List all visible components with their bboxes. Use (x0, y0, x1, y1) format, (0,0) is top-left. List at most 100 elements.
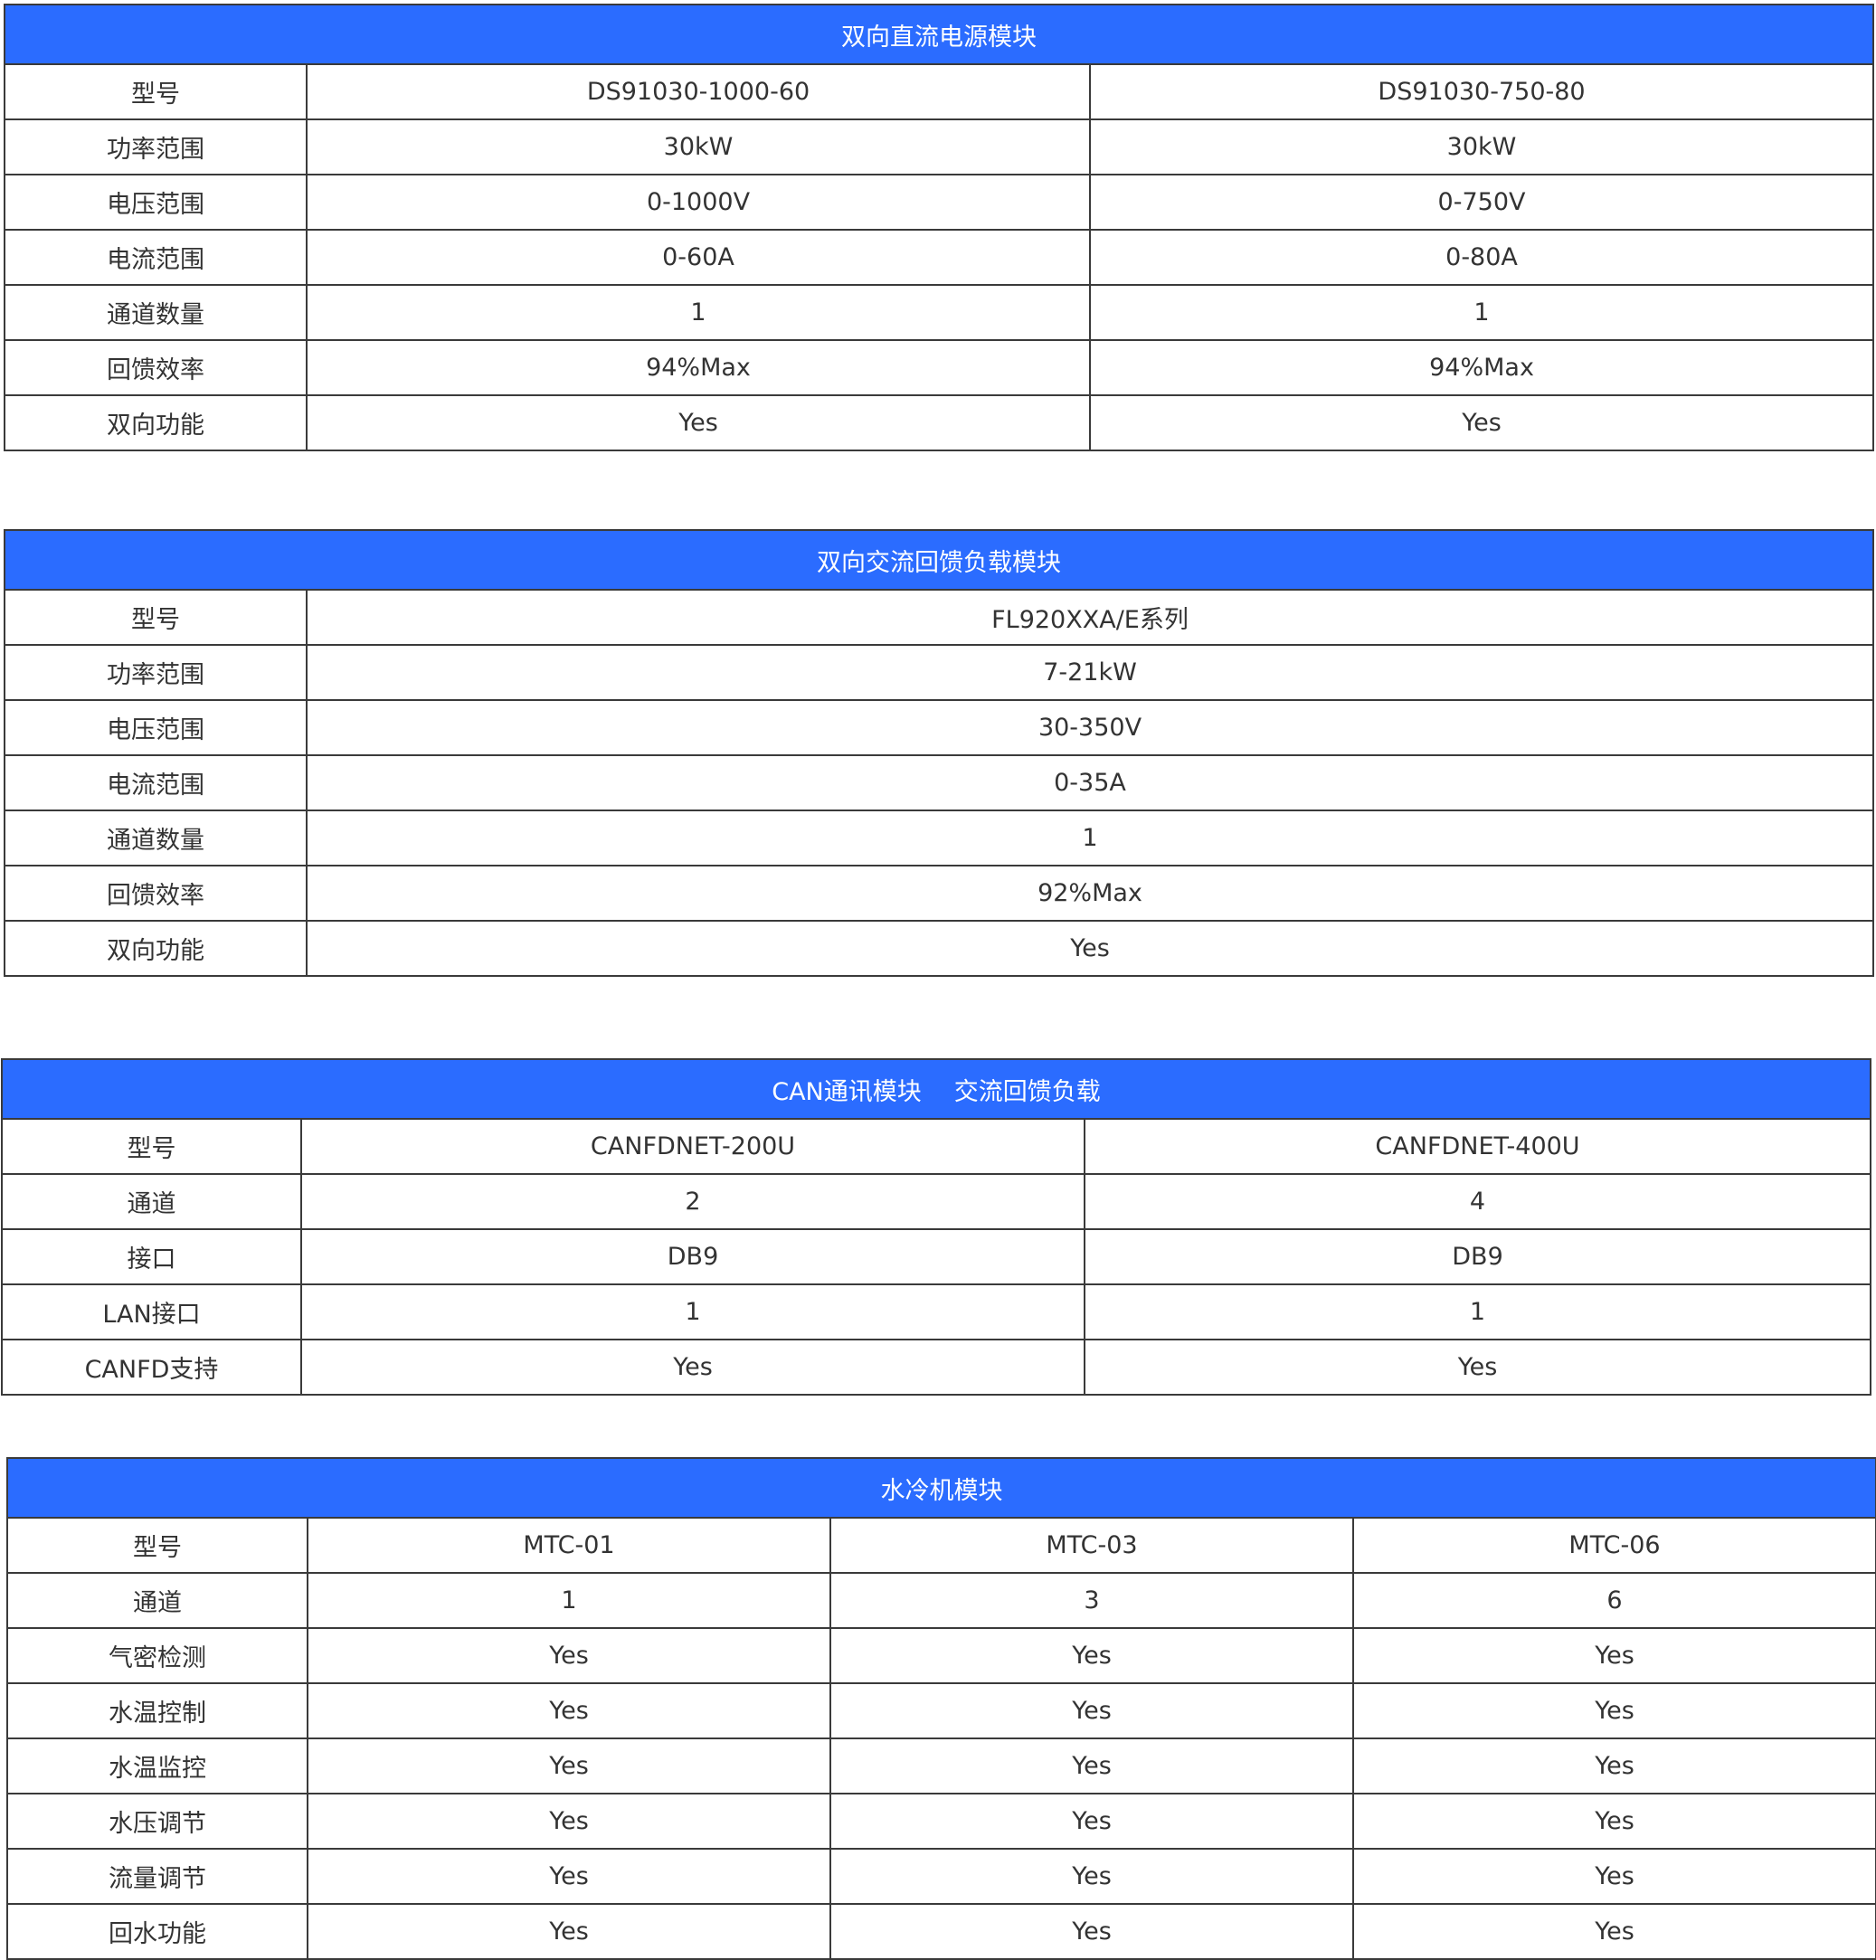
table-row: 电流范围 0-35A (4, 754, 1874, 811)
cell-value: Yes (300, 1339, 1085, 1396)
can-comm-module-table: CAN通讯模块 交流回馈负载 型号 CANFDNET-200U CANFDNET-400… (1, 1058, 1871, 1396)
table-header-row: 双向交流回馈负载模块 (4, 529, 1874, 591)
table-row: 流量调节 Yes Yes Yes (6, 1848, 1876, 1905)
table-row: 电压范围 0-1000V 0-750V (4, 174, 1875, 231)
table-title: 双向交流回馈负载模块 (4, 529, 1874, 591)
cell-value: MTC-01 (307, 1517, 831, 1574)
table-row: 电流范围 0-60A 0-80A (4, 229, 1875, 286)
cell-value: Yes (829, 1627, 1354, 1684)
cell-value: MTC-03 (829, 1517, 1354, 1574)
cell-value: 30-350V (306, 699, 1874, 756)
row-label: 双向功能 (4, 920, 308, 977)
table-row: 电压范围 30-350V (4, 699, 1874, 756)
table-row: 型号 FL920XXA/E系列 (4, 589, 1874, 646)
row-label: 电压范围 (4, 699, 308, 756)
cell-value: DS91030-1000-60 (306, 63, 1091, 120)
table-row: 回水功能 Yes Yes Yes (6, 1903, 1876, 1960)
row-label: 水温监控 (6, 1737, 308, 1794)
dc-power-module-table: 双向直流电源模块 型号 DS91030-1000-60 DS91030-750-80 功… (3, 4, 1875, 451)
cell-value: 4 (1084, 1173, 1871, 1230)
row-label: 电流范围 (4, 229, 308, 286)
row-label: 气密检测 (6, 1627, 308, 1684)
cell-value: DB9 (300, 1228, 1085, 1285)
cell-value: 3 (829, 1572, 1354, 1629)
cell-value: Yes (1352, 1793, 1876, 1850)
table-row: 水温控制 Yes Yes Yes (6, 1682, 1876, 1739)
cell-value: 94%Max (306, 339, 1091, 396)
row-label: 回馈效率 (4, 865, 308, 922)
cell-value: Yes (306, 394, 1091, 451)
table-row: 水压调节 Yes Yes Yes (6, 1793, 1876, 1850)
cell-value: Yes (1352, 1848, 1876, 1905)
table-row: 回馈效率 92%Max (4, 865, 1874, 922)
cell-value: Yes (1084, 1339, 1871, 1396)
cell-value: Yes (307, 1793, 831, 1850)
cell-value: 0-60A (306, 229, 1091, 286)
table-title-overlay-text: 交流回馈负载 (953, 1077, 1101, 1106)
row-label: 通道 (6, 1572, 308, 1629)
table-row: 型号 MTC-01 MTC-03 MTC-06 (6, 1517, 1876, 1574)
cell-value: Yes (829, 1848, 1354, 1905)
table-row: 双向功能 Yes Yes (4, 394, 1875, 451)
cell-value: 30kW (306, 118, 1091, 175)
cell-value: Yes (307, 1737, 831, 1794)
row-label: 型号 (1, 1118, 302, 1175)
cell-value: 1 (307, 1572, 831, 1629)
cell-value: Yes (307, 1903, 831, 1960)
row-label: 电流范围 (4, 754, 308, 811)
table-row: 双向功能 Yes (4, 920, 1874, 977)
table-row: 通道 1 3 6 (6, 1572, 1876, 1629)
table-header-row: 双向直流电源模块 (3, 4, 1875, 65)
water-chiller-module-table: 水冷机模块 型号 MTC-01 MTC-03 MTC-06 通道 1 3 6 气密检测 Yes Yes… (6, 1457, 1876, 1960)
cell-value: 7-21kW (306, 644, 1874, 701)
cell-value: 30kW (1088, 118, 1875, 175)
cell-value: Yes (1352, 1682, 1876, 1739)
cell-value: Yes (1088, 394, 1875, 451)
table-row: 型号 CANFDNET-200U CANFDNET-400U (1, 1118, 1871, 1175)
cell-value: Yes (1352, 1627, 1876, 1684)
table-row: 水温监控 Yes Yes Yes (6, 1737, 1876, 1794)
row-label: LAN接口 (1, 1283, 302, 1340)
cell-value: 0-1000V (306, 174, 1091, 231)
cell-value: 0-35A (306, 754, 1874, 811)
table-header-row: 水冷机模块 (6, 1457, 1876, 1519)
cell-value: Yes (1352, 1903, 1876, 1960)
row-label: 流量调节 (6, 1848, 308, 1905)
cell-value: DB9 (1084, 1228, 1871, 1285)
row-label: 通道数量 (4, 810, 308, 866)
table-row: 通道 2 4 (1, 1173, 1871, 1230)
row-label: 接口 (1, 1228, 302, 1285)
table-row: 功率范围 7-21kW (4, 644, 1874, 701)
cell-value: 0-80A (1088, 229, 1875, 286)
row-label: 水压调节 (6, 1793, 308, 1850)
row-label: 型号 (4, 63, 308, 120)
row-label: 通道数量 (4, 284, 308, 341)
cell-value: Yes (829, 1793, 1354, 1850)
cell-value: 92%Max (306, 865, 1874, 922)
table-header-row: CAN通讯模块 交流回馈负载 (1, 1058, 1871, 1120)
row-label: 水温控制 (6, 1682, 308, 1739)
cell-value: Yes (306, 920, 1874, 977)
row-label: 回水功能 (6, 1903, 308, 1960)
cell-value: FL920XXA/E系列 (306, 589, 1874, 646)
cell-value: 1 (1084, 1283, 1871, 1340)
row-label: 回馈效率 (4, 339, 308, 396)
table-row: LAN接口 1 1 (1, 1283, 1871, 1340)
row-label: 型号 (6, 1517, 308, 1574)
row-label: 通道 (1, 1173, 302, 1230)
cell-value: Yes (307, 1627, 831, 1684)
table-row: 气密检测 Yes Yes Yes (6, 1627, 1876, 1684)
cell-value: 2 (300, 1173, 1085, 1230)
cell-value: DS91030-750-80 (1088, 63, 1875, 120)
row-label: 功率范围 (4, 644, 308, 701)
cell-value: Yes (1352, 1737, 1876, 1794)
table-title: CAN通讯模块 交流回馈负载 (1, 1058, 1871, 1120)
row-label: 电压范围 (4, 174, 308, 231)
table-title: 双向直流电源模块 (3, 4, 1875, 65)
table-row: CANFD支持 Yes Yes (1, 1339, 1871, 1396)
table-row: 回馈效率 94%Max 94%Max (4, 339, 1875, 396)
cell-value: 0-750V (1088, 174, 1875, 231)
cell-value: 94%Max (1088, 339, 1875, 396)
cell-value: Yes (829, 1903, 1354, 1960)
ac-feedback-load-table: 双向交流回馈负载模块 型号 FL920XXA/E系列 功率范围 7-21kW 电压范围 30… (4, 529, 1874, 977)
